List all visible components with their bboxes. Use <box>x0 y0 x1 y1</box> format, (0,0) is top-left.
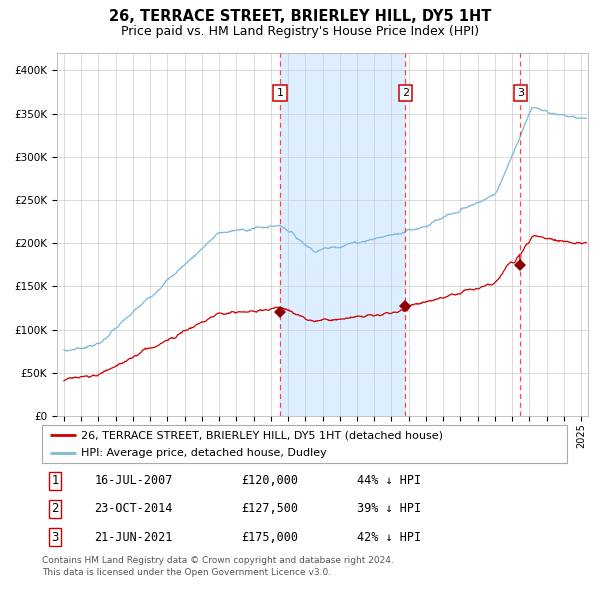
Text: 16-JUL-2007: 16-JUL-2007 <box>95 474 173 487</box>
Text: £175,000: £175,000 <box>241 530 299 543</box>
Text: 21-JUN-2021: 21-JUN-2021 <box>95 530 173 543</box>
Text: 2: 2 <box>402 88 409 98</box>
Text: £120,000: £120,000 <box>241 474 299 487</box>
Text: 44% ↓ HPI: 44% ↓ HPI <box>357 474 421 487</box>
FancyBboxPatch shape <box>42 425 567 463</box>
Text: 3: 3 <box>52 530 59 543</box>
Text: HPI: Average price, detached house, Dudley: HPI: Average price, detached house, Dudl… <box>82 448 327 458</box>
Text: 26, TERRACE STREET, BRIERLEY HILL, DY5 1HT (detached house): 26, TERRACE STREET, BRIERLEY HILL, DY5 1… <box>82 430 443 440</box>
Text: 26, TERRACE STREET, BRIERLEY HILL, DY5 1HT: 26, TERRACE STREET, BRIERLEY HILL, DY5 1… <box>109 9 491 24</box>
Text: 23-OCT-2014: 23-OCT-2014 <box>95 502 173 516</box>
Text: 1: 1 <box>277 88 284 98</box>
Text: Contains HM Land Registry data © Crown copyright and database right 2024.: Contains HM Land Registry data © Crown c… <box>42 556 394 565</box>
Text: 39% ↓ HPI: 39% ↓ HPI <box>357 502 421 516</box>
Text: 42% ↓ HPI: 42% ↓ HPI <box>357 530 421 543</box>
Text: 1: 1 <box>52 474 59 487</box>
Bar <box>280 53 406 416</box>
Text: 2: 2 <box>52 502 59 516</box>
Text: £127,500: £127,500 <box>241 502 299 516</box>
Text: Price paid vs. HM Land Registry's House Price Index (HPI): Price paid vs. HM Land Registry's House … <box>121 25 479 38</box>
Text: 3: 3 <box>517 88 524 98</box>
Text: This data is licensed under the Open Government Licence v3.0.: This data is licensed under the Open Gov… <box>42 568 331 576</box>
